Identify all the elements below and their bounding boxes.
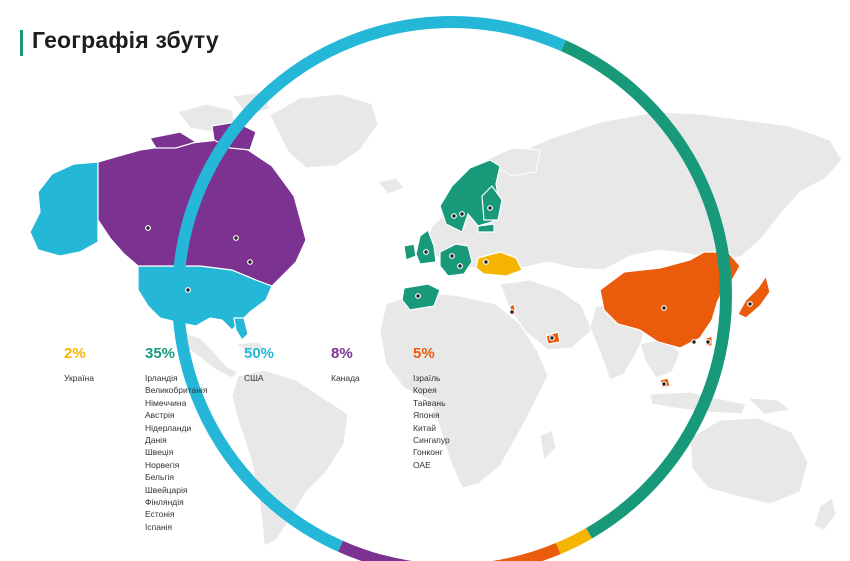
legend-country: Австрія [145,410,175,421]
legend-country: Сингапур [413,435,450,446]
marker-taiwan [705,339,711,345]
legend-country-list: Україна [64,372,94,384]
legend-europe: 35% Ірландія Великобританія Німеччина Австр… [145,345,207,533]
marker-ukraine [483,259,489,265]
ring-segment-europe [561,40,732,539]
legend-country: Швеція [145,447,174,458]
ukraine [475,251,523,277]
australia [689,417,809,505]
new-zealand [813,497,837,531]
marker-sweden [459,211,465,217]
marker-china [661,305,667,311]
marker-spain [415,293,421,299]
new-guinea [746,397,792,415]
ireland [403,243,417,261]
usa-florida [233,317,249,341]
page-title: Географія збуту [32,27,219,53]
marker-uae [549,335,555,341]
legend-country: Ізраїль [413,373,441,383]
legend-country: Фінляндія [145,497,184,508]
marker-hongkong [691,339,697,345]
legend-country: Данія [145,435,167,446]
iceland [377,177,405,195]
legend-percent: 8% [331,345,353,362]
world-land [175,91,843,547]
legend-country-list: Канада [331,372,360,384]
ring-segment-usa [172,16,566,552]
legend-country: Китай [413,422,436,433]
legend-country-list: США [244,372,274,384]
legend-country: Тайвань [413,397,446,408]
city-markers [145,205,753,387]
title-accent-bar [20,30,23,56]
legend-country: Великобританія [145,385,208,396]
marker-israel [509,309,515,315]
marker-japan [747,301,753,307]
legend-country: США [244,373,264,383]
legend-country: Бельгія [145,472,175,483]
legend-percent: 50% [244,345,275,362]
middle-east [499,279,593,351]
legend-asia: 5% Ізраїль Корея Тайвань Японія Китай Сингапу… [413,345,450,471]
marker-norway [451,213,457,219]
legend-country: ОАЕ [413,459,431,470]
legend-canada: 8% Канада [331,345,360,384]
ring-segment-canada [338,540,413,561]
share-ring [172,16,732,561]
marker-canada-1 [145,225,151,231]
marker-germany [449,253,455,259]
japan [737,274,771,319]
legend-country: Нідерланди [145,422,192,433]
legend-percent: 5% [413,345,435,362]
legend-country: Гонконг [413,447,443,458]
legend-country-list: Ірландія Великобританія Німеччина Австрія Ні… [145,372,207,533]
marker-canada-3 [247,259,253,265]
marker-finland [487,205,493,211]
legend-country: Ірландія [145,373,178,383]
legend-country: Іспанія [145,521,173,532]
marker-canada-2 [233,235,239,241]
marker-austria [457,263,463,269]
spain [401,283,441,311]
legend-usa: 50% США [244,345,274,384]
caribbean [234,341,268,353]
legend-percent: 2% [64,345,86,362]
legend-ukraine: 2% Україна [64,345,94,384]
africa [379,291,549,489]
legend-country: Україна [64,373,94,383]
finland [481,185,503,221]
legend-country: Корея [413,385,437,396]
legend-country: Німеччина [145,397,187,408]
north-scandinavia [484,147,541,177]
legend-country: Естонія [145,509,175,520]
marker-uk [423,249,429,255]
legend-country: Норвегія [145,459,180,470]
madagascar [539,429,557,462]
marker-singapore [661,381,667,387]
legend-country: Японія [413,410,440,421]
usa-alaska [29,161,99,257]
estonia [477,223,495,233]
ring-segment-asia [491,543,561,561]
west-central-europe [439,243,473,277]
legend-percent: 35% [145,345,176,362]
ring-segment-ukraine [555,528,592,555]
marker-usa [185,287,191,293]
china [599,251,741,349]
canada [97,139,307,287]
canada-islands [149,131,198,149]
legend-country: Канада [331,373,360,383]
greenland [269,93,379,169]
legend-country: Швейцарія [145,484,188,495]
legend-country-list: Ізраїль Корея Тайвань Японія Китай Сингапур Го… [413,372,450,471]
central-america [175,329,239,379]
